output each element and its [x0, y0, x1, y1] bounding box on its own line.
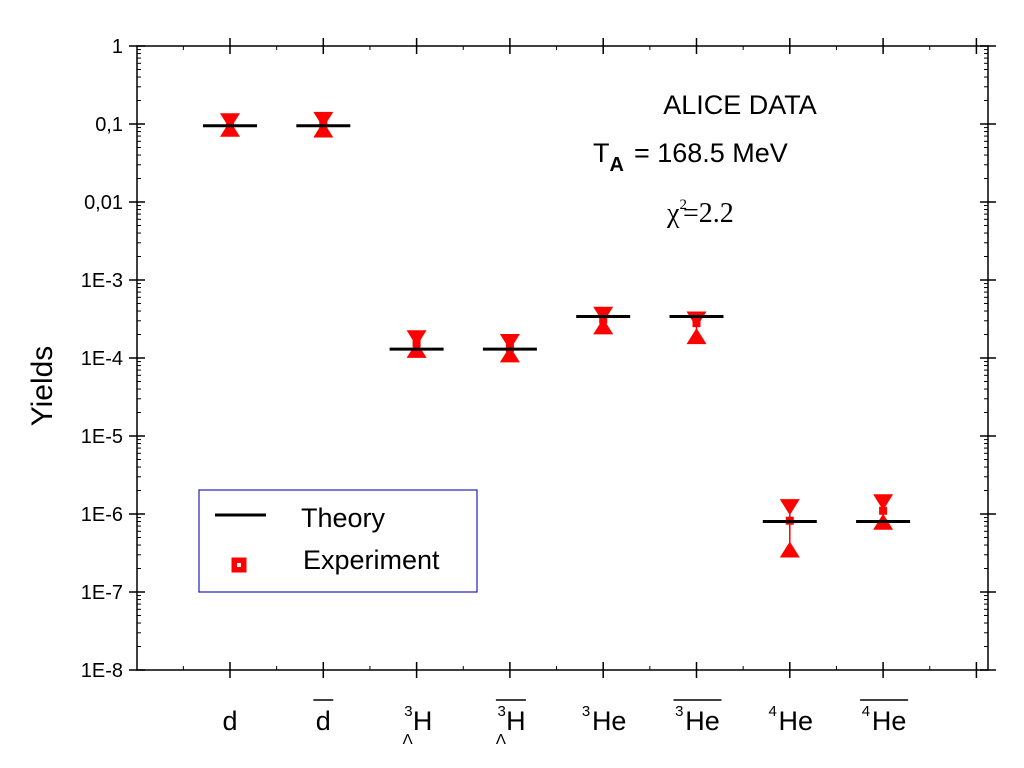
chi-value: =2.2: [683, 198, 734, 229]
x-category-label: He3: [673, 699, 722, 736]
error-cap-lower: [686, 328, 707, 345]
legend-experiment-marker-center: [237, 563, 241, 567]
category-symbol: d: [222, 706, 237, 736]
y-tick-label: 0,01: [84, 192, 123, 214]
error-cap-upper: [779, 499, 800, 516]
y-tick-label: 1E-5: [81, 426, 123, 448]
category-subscript: Λ: [496, 731, 506, 748]
temperature-subscript: A: [610, 154, 624, 176]
error-cap-upper: [499, 334, 520, 351]
y-tick-label: 1E-4: [81, 348, 123, 370]
legend: Theory Experiment: [198, 489, 478, 593]
y-tick-label: 1E-3: [81, 270, 123, 292]
y-axis-tick-labels: 1 0,1 0,01 1E-3 1E-4 1E-5 1E-6 1E-7 1E-8: [81, 36, 123, 682]
annotation-chi-square: χ2=2.2: [666, 197, 734, 229]
y-axis-label: Yields: [26, 346, 59, 427]
experiment-point: [692, 319, 701, 328]
error-cap-lower: [220, 120, 240, 137]
experiment-point: [319, 120, 328, 128]
chi-superscript: 2: [679, 197, 687, 213]
category-superscript: 3: [582, 703, 590, 720]
data-marks: [203, 111, 911, 558]
category-superscript: 3: [498, 703, 506, 720]
x-category-label: H3 Λ: [403, 703, 433, 748]
x-category-label: He4: [860, 699, 909, 736]
category-symbol: H: [413, 706, 433, 736]
experiment-point: [412, 339, 421, 348]
error-cap-upper: [873, 494, 894, 511]
x-category-label: d: [313, 699, 334, 736]
error-cap-upper: [313, 111, 334, 128]
category-symbol: He: [592, 706, 627, 736]
error-cap-lower: [499, 346, 520, 363]
legend-box: [198, 489, 478, 593]
category-symbol: He: [685, 706, 720, 736]
legend-experiment-label: Experiment: [303, 545, 440, 575]
category-symbol: He: [872, 706, 907, 736]
category-superscript: 4: [862, 703, 870, 720]
x-category-label: H3 Λ: [496, 699, 526, 748]
category-subscript: Λ: [403, 731, 413, 748]
annotation-title: ALICE DATA: [663, 90, 817, 120]
error-cap-lower: [779, 541, 800, 558]
annotation-temperature: TA = 168.5 MeV: [593, 138, 788, 176]
temperature-symbol: T: [593, 138, 610, 168]
error-cap-upper: [406, 330, 427, 347]
x-category-label: He4: [768, 703, 813, 736]
axis-ticks: [129, 38, 996, 678]
y-tick-label: 1E-7: [81, 582, 123, 604]
error-cap-upper: [593, 306, 614, 323]
annotation: ALICE DATA TA = 168.5 MeV χ2=2.2: [593, 90, 817, 229]
y-tick-label: 0,1: [95, 114, 123, 136]
y-tick-label: 1: [112, 36, 123, 58]
legend-theory-label: Theory: [301, 503, 386, 533]
category-symbol: d: [316, 706, 331, 736]
category-superscript: 4: [768, 703, 776, 720]
experiment-point: [879, 506, 888, 515]
category-symbol: He: [779, 706, 814, 736]
error-cap-lower: [593, 318, 614, 335]
experiment-point: [226, 120, 234, 128]
temperature-value: = 168.5 MeV: [634, 138, 788, 168]
category-superscript: 3: [675, 703, 683, 720]
y-tick-label: 1E-8: [81, 660, 123, 682]
x-category-label: d: [222, 706, 237, 736]
chi-symbol: χ: [666, 198, 680, 229]
experiment-point: [599, 315, 608, 324]
y-tick-label: 1E-6: [81, 504, 123, 526]
error-cap-lower: [313, 121, 334, 138]
category-symbol: H: [506, 706, 526, 736]
category-superscript: 3: [404, 703, 412, 720]
x-category-label: He3: [582, 703, 627, 736]
